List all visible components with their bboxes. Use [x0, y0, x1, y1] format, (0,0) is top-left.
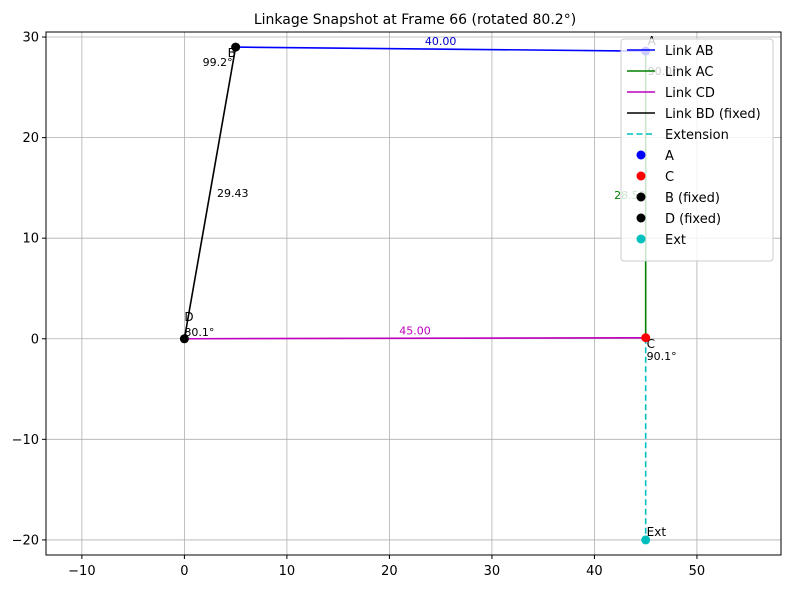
- grid: [46, 32, 781, 555]
- legend-label: A: [665, 149, 674, 164]
- annotation-angle-above: 80.1°: [184, 326, 214, 339]
- x-tick-label: 40: [586, 564, 603, 579]
- legend-marker: [636, 192, 646, 202]
- series-lines: [183, 46, 647, 540]
- legend-label: C: [665, 170, 674, 185]
- x-tick-label: 0: [180, 564, 188, 579]
- chart-title: Linkage Snapshot at Frame 66 (rotated 80…: [254, 12, 576, 28]
- x-tick-label: 50: [689, 564, 706, 579]
- y-tick-label: −20: [12, 533, 39, 548]
- legend-marker: [636, 213, 646, 223]
- axis-ticks: −10 0 10 20 30 40 50 −20 −10 0 10 20 30: [12, 31, 706, 579]
- annotation-length: 40.00: [425, 35, 457, 48]
- legend-marker: [636, 171, 646, 181]
- legend: Link AB Link AC Link CD Link BD (fixed) Exte…: [620, 38, 774, 262]
- point-ext: [641, 535, 651, 545]
- series-line-link-bd-fixed: [183, 46, 237, 339]
- annotation-point-label: C: [647, 337, 655, 351]
- annotation-point-label: D: [184, 310, 193, 324]
- annotation-point-label: Ext: [647, 525, 667, 539]
- series-line-link-cd: [184, 336, 646, 340]
- y-tick-label: 20: [22, 131, 39, 146]
- legend-label: Link AC: [665, 65, 714, 80]
- x-tick-label: 30: [484, 564, 501, 579]
- legend-label: Link BD (fixed): [665, 107, 761, 122]
- x-tick-label: 10: [279, 564, 296, 579]
- x-tick-label: −10: [68, 564, 95, 579]
- annotation-length: 45.00: [399, 324, 431, 337]
- y-tick-label: 30: [22, 31, 39, 46]
- legend-marker: [636, 150, 646, 160]
- y-tick-label: −10: [12, 433, 39, 448]
- legend-label: Link AB: [665, 44, 714, 59]
- y-tick-label: 0: [31, 332, 39, 347]
- legend-label: Extension: [665, 128, 729, 143]
- point-b-fixed: [231, 42, 241, 52]
- annotation-point-label: B: [228, 46, 236, 60]
- legend-marker: [636, 234, 646, 244]
- annotation-angle-below: 90.1°: [647, 350, 677, 363]
- point-c: [641, 333, 651, 343]
- annotation-length-right: 29.43: [217, 187, 249, 200]
- legend-label: Link CD: [665, 86, 715, 101]
- legend-box: [620, 38, 774, 262]
- y-tick-label: 10: [22, 232, 39, 247]
- series-line-link-ab: [235, 46, 646, 52]
- plot-frame: [45, 31, 782, 556]
- annotation-angle-below-left: 99.2°: [203, 56, 233, 69]
- legend-label: B (fixed): [665, 191, 720, 206]
- point-d-fixed: [179, 334, 189, 344]
- legend-label: D (fixed): [665, 212, 721, 227]
- series-points: [179, 42, 651, 545]
- legend-label: Ext: [665, 233, 686, 248]
- x-tick-label: 20: [381, 564, 398, 579]
- annotations: ABCDExt99.2°80.1°90.1°90.0°40.0028.5045.…: [184, 34, 677, 539]
